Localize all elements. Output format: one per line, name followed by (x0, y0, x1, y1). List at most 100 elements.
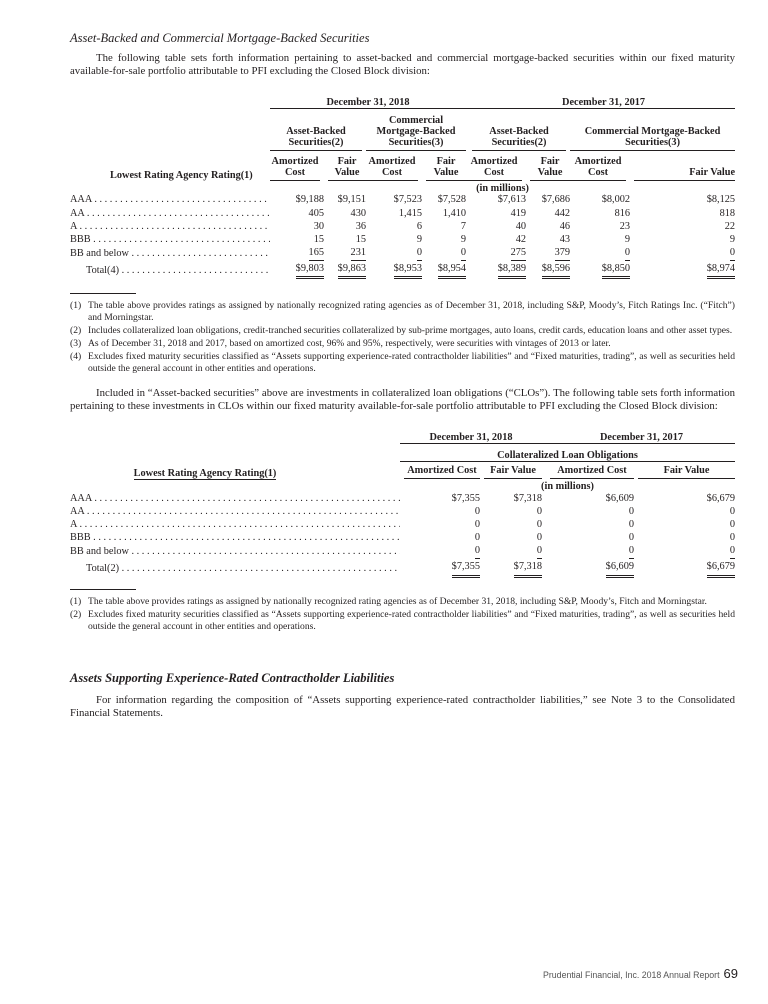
cell-value-text: 46 (559, 220, 571, 232)
cell-value-text: $7,318 (513, 561, 542, 578)
cell-value-text: 15 (313, 233, 324, 245)
cell-value-text: 0 (460, 247, 467, 262)
cell-value-text: 43 (559, 233, 571, 245)
cell-value-text: 1,410 (442, 207, 467, 219)
cell-value-text: 442 (554, 207, 571, 219)
column-header: Fair Value (526, 151, 571, 181)
column-header-label: Amortized Cost (366, 156, 418, 181)
cell-value-text: 0 (474, 532, 480, 544)
cell-value-text: $6,679 (706, 492, 735, 504)
clo-table-container: December 31, 2018 December 31, 2017 Lowe… (70, 429, 735, 579)
cell-value: 0 (400, 532, 480, 545)
cell-value-text: 0 (729, 247, 736, 262)
row-header: Lowest Rating Agency Rating(1) (110, 170, 253, 181)
cell-value-text: 379 (554, 247, 571, 262)
row-label: AAA (70, 194, 270, 207)
footnote-text: The table above provides ratings as assi… (88, 300, 735, 324)
row-label-text: BBB (70, 532, 400, 543)
cell-value: $8,954 (422, 261, 467, 281)
abs-cmbs-table: December 31, 2018 December 31, 2017 Asse… (70, 94, 736, 281)
period-header: December 31, 2017 (466, 94, 736, 109)
cell-value: $8,953 (366, 261, 422, 281)
cell-value: 30 (270, 220, 324, 233)
table-row: AAA $7,355 $7,318 $6,609 $6,679 (70, 492, 735, 505)
column-header: Amortized Cost (466, 151, 526, 181)
row-label-text: AAA (70, 493, 400, 504)
footnote-text: As of December 31, 2018 and 2017, based … (88, 338, 611, 350)
table-row: A 0 0 0 0 (70, 519, 735, 532)
cell-value-text: $6,609 (605, 561, 634, 578)
row-label: BBB (70, 234, 270, 247)
cell-value: 0 (480, 545, 542, 560)
cell-value-text: 0 (624, 247, 631, 262)
cell-value: 46 (526, 220, 570, 233)
page-footer: Prudential Financial, Inc. 2018 Annual R… (543, 966, 738, 981)
cell-value-text: 0 (729, 505, 735, 517)
cell-value: 7 (422, 220, 466, 233)
row-label-text: AA (70, 208, 270, 219)
cell-value: $7,613 (466, 194, 526, 207)
cell-value-text: $7,355 (451, 492, 480, 504)
cell-value-text: $7,613 (497, 194, 527, 206)
row-label: BB and below (70, 545, 400, 559)
cell-value-text: 0 (474, 545, 480, 560)
column-header-label: Fair Value (634, 167, 736, 181)
row-label: AA (70, 505, 400, 518)
cell-value: 0 (400, 519, 480, 532)
column-header-label: Fair Value (638, 465, 735, 480)
cell-value: 42 (466, 234, 526, 247)
cell-value-text: 0 (474, 518, 480, 530)
units-label: (in millions) (541, 481, 594, 493)
table-row: AA 0 0 0 0 (70, 505, 735, 518)
cell-value: $6,609 (542, 559, 634, 579)
clo-table: December 31, 2018 December 31, 2017 Lowe… (70, 429, 735, 579)
row-label: BBB (70, 532, 400, 545)
cell-value: $6,679 (634, 559, 735, 579)
cell-value-text: $8,953 (393, 263, 422, 280)
row-label: AA (70, 207, 270, 220)
cell-value: 40 (466, 220, 526, 233)
cell-value-text: 275 (510, 247, 527, 262)
table-row: BB and below 0 0 0 0 (70, 545, 735, 560)
cell-value-text: $9,803 (295, 263, 324, 280)
group-header: Collateralized Loan Obligations (400, 444, 735, 463)
column-header: Amortized Cost (542, 462, 634, 480)
row-label: Total(2) (70, 559, 400, 579)
cell-value-text: 9 (729, 233, 736, 245)
cell-value: 0 (422, 247, 467, 262)
cell-value: 818 (630, 207, 735, 220)
footnote: (4) Excludes fixed maturity securities cl… (70, 351, 735, 375)
abs-cmbs-table-container: December 31, 2018 December 31, 2017 Asse… (70, 94, 736, 281)
footnote-key: (1) (70, 596, 82, 608)
column-header-label: Amortized Cost (466, 156, 523, 181)
column-header: Fair Value (422, 151, 467, 181)
group-header: Commercial Mortgage-Backed Securities(3) (570, 126, 736, 151)
clo-paragraph: Included in “Asset-backed securities” ab… (70, 387, 735, 413)
cell-value: 430 (324, 207, 366, 220)
cell-value: 6 (366, 220, 422, 233)
cell-value-text: $8,002 (601, 194, 631, 206)
footnote-key: (2) (70, 325, 82, 337)
cell-value: $9,151 (324, 194, 366, 207)
footnote-key: (2) (70, 609, 82, 621)
table-row: BB and below 165 231 0 0 275 379 0 0 (70, 247, 736, 262)
column-header: Amortized Cost (270, 151, 324, 181)
cell-value: 0 (480, 505, 542, 518)
cell-value: $7,523 (366, 194, 422, 207)
cell-value-text: $9,151 (337, 194, 366, 206)
cell-value-text: $8,954 (437, 263, 467, 280)
table-row: BBB 15 15 9 9 42 43 9 9 (70, 234, 735, 247)
footnote-text: Includes collateralized loan obligations… (88, 325, 733, 337)
cell-value-text: 0 (729, 532, 735, 544)
cell-value-text: 0 (729, 518, 735, 530)
cell-value: 0 (542, 519, 634, 532)
cell-value-text: 231 (350, 247, 366, 262)
page-number: 69 (723, 966, 738, 981)
cell-value: 379 (526, 247, 571, 262)
column-header: Fair Value (630, 151, 736, 181)
cell-value: $8,850 (570, 261, 631, 281)
cell-value-text: $6,679 (706, 561, 735, 578)
cell-value: 23 (570, 220, 630, 233)
cell-value: 405 (270, 207, 324, 220)
row-label: BB and below (70, 247, 270, 261)
